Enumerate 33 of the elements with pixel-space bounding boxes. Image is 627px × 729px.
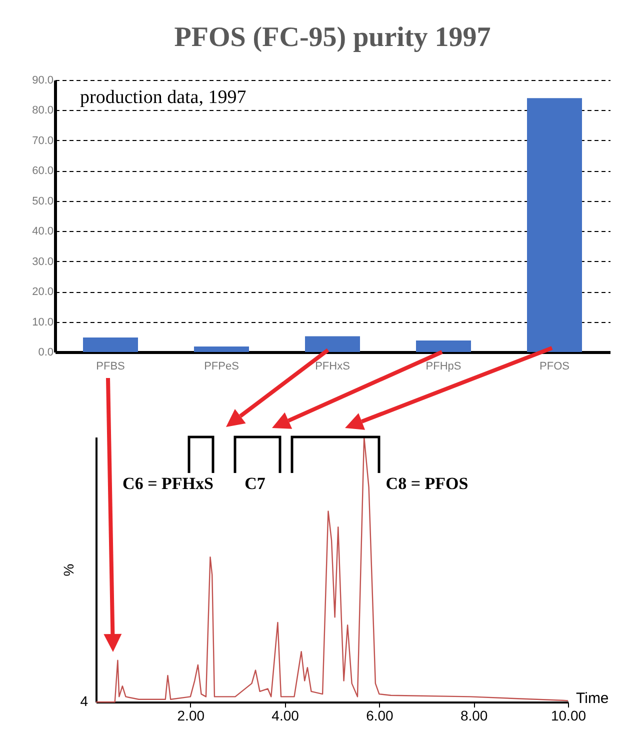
x-tick-label: 10.00 (550, 708, 586, 724)
x-tick-label: PFPeS (204, 360, 239, 372)
bar (305, 336, 360, 352)
y-tick-label: 40.0 (32, 226, 54, 238)
y-tick-label: 0.0 (38, 346, 54, 358)
x-tick-label: PFOS (540, 360, 570, 372)
x-tick-label: 6.00 (366, 708, 394, 724)
y-tick-label: 80.0 (32, 104, 54, 117)
x-tick-label: 2.00 (177, 708, 205, 724)
y-tick-label: 90.0 (32, 74, 54, 86)
x-tick-label: 8.00 (460, 708, 488, 724)
annotation: C6 = PFHxS (122, 474, 214, 493)
text: 4 (80, 693, 88, 709)
y-tick-label: 60.0 (32, 165, 54, 178)
x-tick-label: PFBS (96, 360, 125, 372)
bar (194, 346, 249, 352)
x-axis-title: Time (576, 690, 609, 707)
annotation: production data, 1997 (80, 87, 246, 108)
y-tick-label: 20.0 (32, 286, 54, 298)
bar (416, 340, 471, 352)
y-tick-label: 50.0 (32, 195, 54, 208)
y-tick-label: 70.0 (32, 134, 54, 147)
annotation: C8 = PFOS (386, 474, 468, 493)
y-tick-label: 30.0 (32, 256, 54, 268)
annotation: C7 (244, 474, 266, 493)
x-tick-label: 4.00 (272, 708, 300, 724)
bar (83, 337, 138, 352)
y-tick-label: 10.0 (32, 316, 54, 328)
y-axis-title: % (60, 564, 76, 576)
x-tick-label: PFHxS (315, 360, 350, 372)
chart-title: PFOS (FC-95) purity 1997 (174, 22, 491, 53)
x-tick-label: PFHpS (426, 360, 462, 372)
bar (527, 98, 582, 352)
